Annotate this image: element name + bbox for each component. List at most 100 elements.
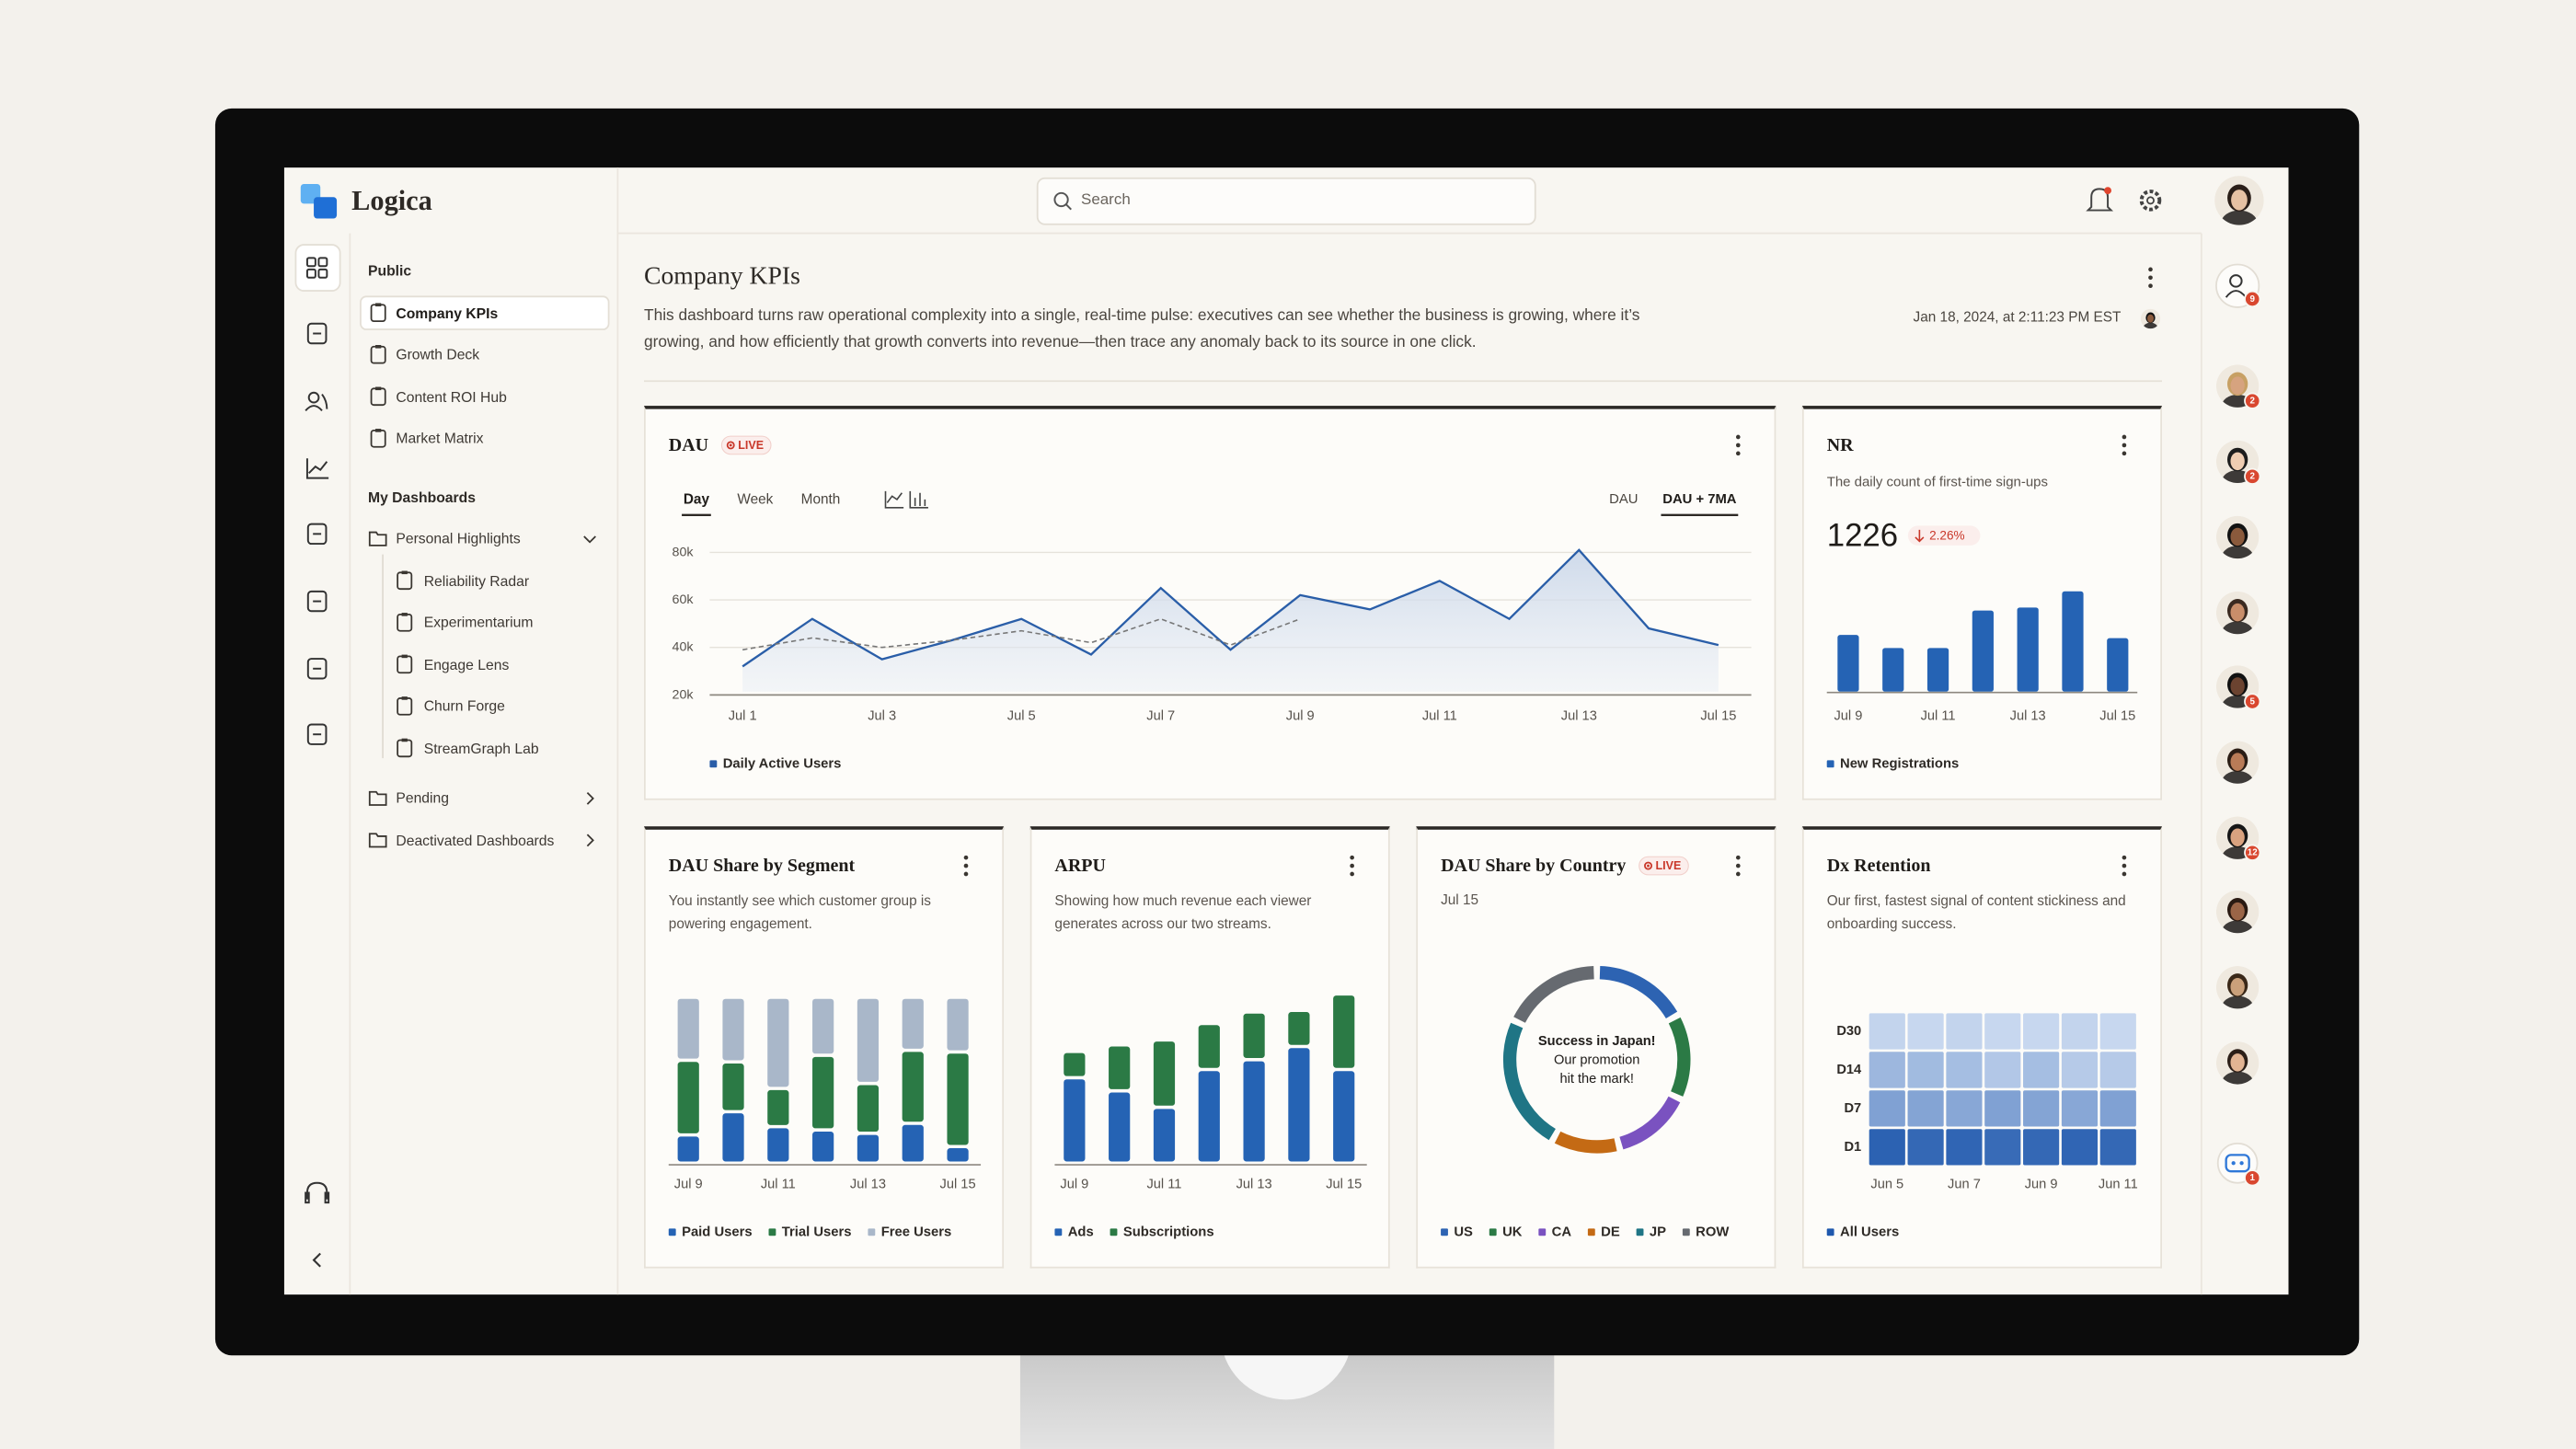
- menu-dot[interactable]: [2122, 871, 2127, 877]
- y-tick-label: 60k: [673, 592, 695, 607]
- donut-center-text: hit the mark!: [1559, 1072, 1633, 1087]
- card-title: DAU Share by Segment: [669, 856, 856, 876]
- bar-segment: [857, 1134, 880, 1162]
- menu-dot[interactable]: [1735, 855, 1741, 860]
- time-tab[interactable]: Month: [801, 491, 841, 507]
- avatar[interactable]: [2215, 741, 2260, 794]
- rail-icon[interactable]: [317, 268, 328, 279]
- menu-dot[interactable]: [2122, 434, 2127, 440]
- avatar[interactable]: [2215, 440, 2260, 494]
- nav-item[interactable]: Growth Deck: [396, 346, 480, 363]
- nav-item[interactable]: Reliability Radar: [423, 571, 530, 589]
- collapse-icon[interactable]: [312, 1252, 321, 1268]
- rail-icon[interactable]: [306, 590, 328, 613]
- menu-dot[interactable]: [2148, 283, 2153, 289]
- area: [742, 549, 1719, 692]
- heat-cell: [1869, 1129, 1905, 1166]
- time-tab[interactable]: Week: [737, 491, 773, 507]
- rail-icon[interactable]: [306, 523, 328, 546]
- search-icon: [1053, 191, 1069, 208]
- menu-dot[interactable]: [1735, 451, 1741, 456]
- donut-center-text: Success in Japan!: [1538, 1034, 1656, 1049]
- menu-dot[interactable]: [1735, 863, 1741, 868]
- menu-dot[interactable]: [2122, 863, 2127, 868]
- nav-section-title: Public: [368, 262, 412, 280]
- nav-item[interactable]: Experimentarium: [423, 614, 534, 631]
- menu-dot[interactable]: [963, 863, 969, 868]
- heat-cell: [1984, 1052, 2021, 1088]
- avatar-body: [2221, 621, 2254, 635]
- avatar[interactable]: [2214, 176, 2264, 237]
- change-badge: [1907, 525, 1981, 546]
- menu-dot[interactable]: [1735, 434, 1741, 440]
- legend-label: JP: [1650, 1225, 1666, 1239]
- legend-swatch: [709, 760, 718, 768]
- menu-dot[interactable]: [963, 855, 969, 860]
- chart-type-icon[interactable]: [884, 490, 904, 509]
- nav-item[interactable]: StreamGraph Lab: [423, 739, 539, 756]
- x-tick-label: Jul 11: [761, 1178, 796, 1192]
- menu-dot[interactable]: [1735, 443, 1741, 448]
- nav-item[interactable]: Churn Forge: [423, 697, 505, 715]
- view-toggle[interactable]: DAU: [1609, 492, 1638, 507]
- doc-icon: [397, 571, 413, 591]
- view-toggle[interactable]: DAU + 7MA: [1662, 492, 1737, 507]
- menu-dot[interactable]: [2148, 275, 2153, 281]
- avatar[interactable]: [2215, 665, 2260, 719]
- menu-dot[interactable]: [2122, 451, 2127, 456]
- avatar-face: [2230, 376, 2245, 395]
- menu-dot[interactable]: [1350, 871, 1354, 877]
- time-tab[interactable]: Day: [684, 491, 710, 507]
- bar: [1926, 648, 1949, 692]
- bar-segment: [677, 1062, 699, 1133]
- chevron[interactable]: [583, 535, 596, 544]
- nav-item[interactable]: Deactivated Dashboards: [396, 831, 555, 848]
- settings-icon[interactable]: [2139, 190, 2162, 212]
- chevron[interactable]: [586, 834, 594, 847]
- heat-cell: [1869, 1052, 1905, 1088]
- heat-cell: [1984, 1129, 2021, 1166]
- nav-item[interactable]: Market Matrix: [396, 430, 484, 447]
- rail-icon[interactable]: [305, 257, 316, 268]
- nav-item[interactable]: Company KPIs: [396, 304, 499, 321]
- menu-dot[interactable]: [1350, 855, 1354, 860]
- nav-item-selected[interactable]: [360, 295, 610, 330]
- avatar[interactable]: [2215, 1041, 2260, 1095]
- rail-icon[interactable]: [306, 658, 328, 680]
- menu-dot[interactable]: [1350, 863, 1354, 868]
- avatar[interactable]: [2215, 591, 2260, 645]
- menu-dot[interactable]: [2148, 267, 2153, 272]
- search-box[interactable]: [1036, 177, 1536, 225]
- rail-icon[interactable]: [317, 257, 328, 268]
- rail-icon[interactable]: [305, 268, 316, 279]
- avatar[interactable]: [2215, 515, 2260, 569]
- heat-cell: [1946, 1090, 1983, 1127]
- nav-item[interactable]: Pending: [396, 789, 450, 807]
- nav-item[interactable]: Engage Lens: [423, 655, 510, 673]
- rail-icon[interactable]: [307, 391, 320, 404]
- nav-item[interactable]: Content ROI Hub: [396, 387, 507, 405]
- avatar[interactable]: [2215, 816, 2260, 870]
- chart-type-icon[interactable]: [909, 490, 928, 509]
- donut-segment: [1513, 966, 1594, 1023]
- card-subtitle: Jul 15: [1441, 892, 1478, 908]
- avatar[interactable]: [2140, 308, 2161, 334]
- support-icon[interactable]: [305, 1181, 330, 1204]
- avatar[interactable]: [2215, 890, 2260, 944]
- menu-dot[interactable]: [1735, 871, 1741, 877]
- nav-item[interactable]: Personal Highlights: [396, 530, 521, 547]
- avatar[interactable]: [2215, 364, 2260, 418]
- menu-dot[interactable]: [2122, 443, 2127, 448]
- rail-icon[interactable]: [306, 322, 328, 345]
- bell-icon[interactable]: [2086, 188, 2114, 212]
- menu-dot[interactable]: [963, 871, 969, 877]
- avatar-face: [2230, 977, 2245, 996]
- rail-icon[interactable]: [305, 458, 329, 479]
- avatar-face: [2230, 753, 2245, 771]
- rail-icon[interactable]: [306, 723, 328, 745]
- chevron[interactable]: [586, 791, 594, 805]
- menu-dot[interactable]: [2122, 855, 2127, 860]
- avatar[interactable]: [2215, 965, 2260, 1019]
- bar-segment: [1333, 1071, 1355, 1162]
- heat-cell: [1984, 1013, 2021, 1050]
